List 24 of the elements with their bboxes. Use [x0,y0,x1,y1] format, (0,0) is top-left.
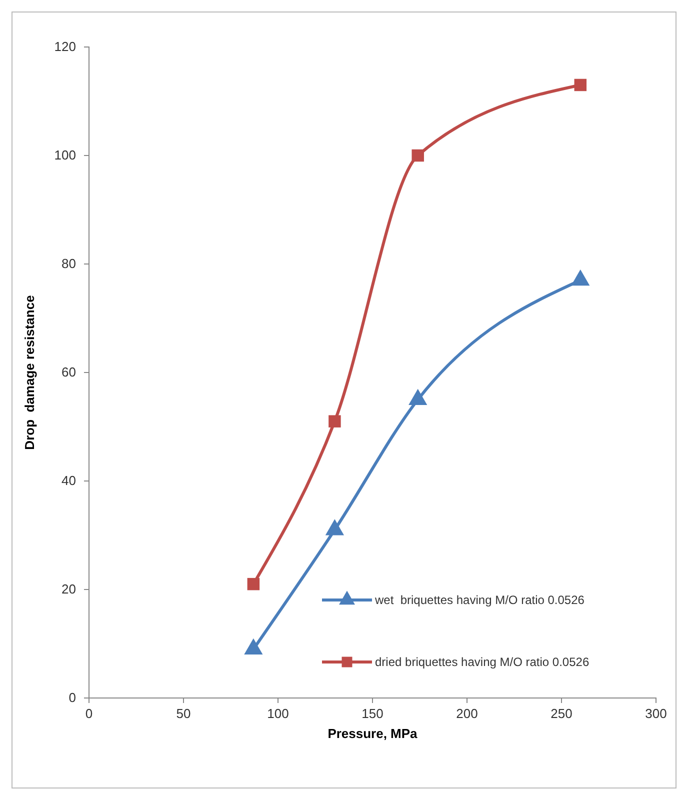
x-tick-label: 300 [645,706,667,722]
y-tick-label: 100 [54,148,76,163]
x-tick-label: 50 [176,706,191,722]
x-axis-title: Pressure, MPa [328,726,418,741]
y-tick-label: 120 [54,39,76,54]
point [408,388,428,405]
y-tick-label: 80 [62,256,76,272]
point [571,270,590,286]
x-tick-label: 100 [267,706,289,722]
y-tick-label: 0 [68,690,76,706]
point [412,149,424,162]
point [574,78,587,92]
point [325,519,344,536]
legend-label: wet briquettes having M/O ratio 0.0526 [374,593,585,607]
x-tick-label: 150 [362,706,384,722]
legend-label: dried briquettes having M/O ratio 0.0526 [375,655,590,669]
y-tick-label: 60 [62,364,76,380]
point [244,638,263,655]
x-tick-label: 250 [550,706,572,722]
y-tick-label: 20 [62,582,76,597]
y-tick-label: 40 [62,473,76,488]
y-axis-title: Drop damage resistance [22,295,37,450]
x-tick-label: 200 [456,706,478,722]
x-tick-label: 0 [85,706,93,722]
